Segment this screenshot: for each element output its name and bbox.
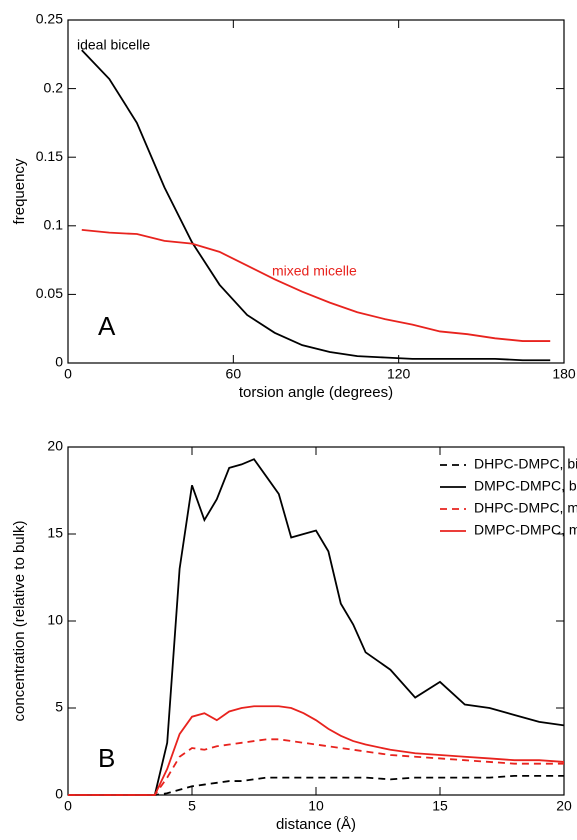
y-tick-label: 0.2 [44,79,64,95]
x-tick-label: 15 [432,798,448,814]
y-tick-label: 0 [55,786,63,802]
x-tick-label: 5 [188,798,196,814]
series-line [68,458,565,796]
series-line [81,49,551,362]
series-line [81,229,551,342]
x-tick-label: 0 [64,366,72,382]
y-axis-title: concentration (relative to bulk) [11,521,28,722]
x-tick-label: 10 [308,798,324,814]
y-tick-label: 10 [47,612,63,628]
y-axis-title: frequency [11,158,28,224]
y-tick-label: 0.1 [44,217,64,233]
x-tick-label: 60 [226,366,242,382]
x-tick-label: 120 [387,366,411,382]
y-tick-label: 0.25 [36,11,63,27]
series-label: ideal bicelle [77,37,150,53]
panel-label: B [98,743,115,773]
y-tick-label: 0.15 [36,148,63,164]
panel-label: A [98,311,116,341]
y-tick-label: 5 [55,699,63,715]
series-line [68,738,564,796]
y-tick-label: 15 [47,525,63,541]
y-tick-label: 20 [47,438,63,454]
legend-label: DHPC-DMPC, micelle [474,500,577,516]
legend-label: DMPC-DMPC, micelle [474,522,577,538]
series-line [68,705,565,796]
y-tick-label: 0.05 [36,285,63,301]
x-tick-label: 20 [556,798,572,814]
x-tick-label: 0 [64,798,72,814]
x-axis-title: torsion angle (degrees) [239,384,393,401]
legend-label: DHPC-DMPC, bicelle [474,456,577,472]
x-axis-title: distance (Å) [276,816,356,833]
series-line [68,774,564,796]
legend-label: DMPC-DMPC, bicelle [474,478,577,494]
plot-frame [67,19,565,364]
x-tick-label: 180 [552,366,576,382]
y-tick-label: 0 [55,354,63,370]
series-label: mixed micelle [272,263,357,279]
